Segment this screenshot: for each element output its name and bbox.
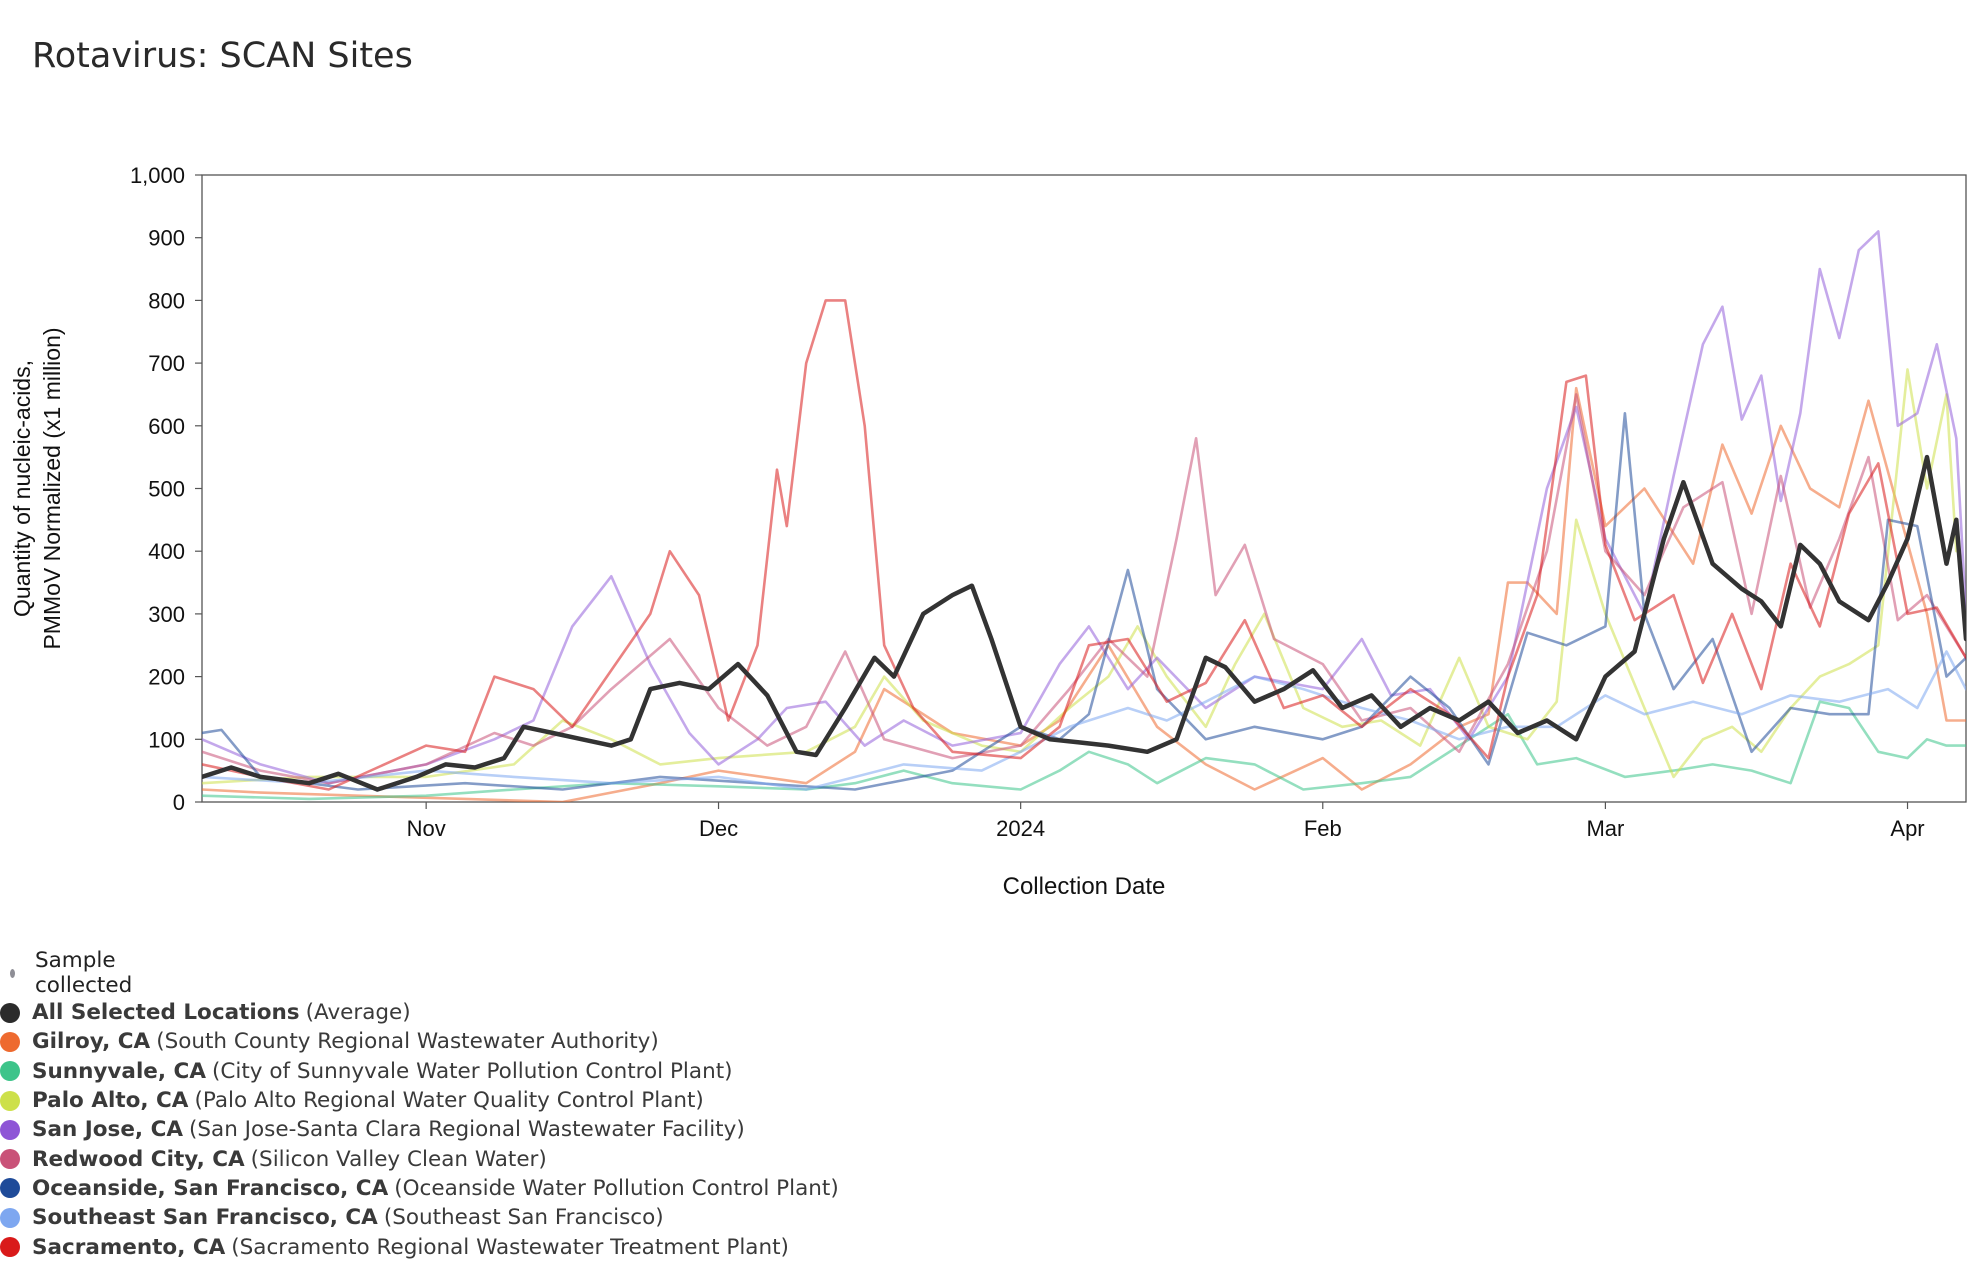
y-axis-label-line: Quantity of nucleic-acids, <box>9 360 35 617</box>
legend-item[interactable]: Redwood City, CA (Silicon Valley Clean Wa… <box>0 1144 900 1173</box>
y-tick-label: 400 <box>148 539 185 564</box>
legend-swatch-icon <box>0 1061 20 1082</box>
y-tick-label: 700 <box>148 351 185 376</box>
y-axis-label-line: PMMoV Normalized (x1 million) <box>39 327 65 649</box>
series-line <box>202 386 1966 802</box>
legend-list: All Selected Locations (Average) Gilroy, C… <box>0 998 900 1262</box>
x-tick-label: Feb <box>1304 816 1342 841</box>
legend-location-desc: (City of Sunnyvale Water Pollution Contr… <box>211 1058 733 1084</box>
line-chart: 0 100 200 300 400 500 600 700 800 900 1,000 Nov Dec 2… <box>9 163 1967 900</box>
y-tick-label: 600 <box>148 414 185 439</box>
legend-location-desc: (Silicon Valley Clean Water) <box>250 1146 547 1172</box>
legend-swatch-icon <box>0 1090 20 1111</box>
legend-location-name: Sunnyvale, CA <box>32 1058 206 1084</box>
legend-location-name: Southeast San Francisco, CA <box>32 1205 378 1231</box>
x-tick-label: 2024 <box>996 816 1045 841</box>
legend-item[interactable]: Sacramento, CA (Sacramento Regional Waste… <box>0 1232 900 1261</box>
legend-item[interactable]: Oceanside, San Francisco, CA (Oceanside W… <box>0 1174 900 1203</box>
series-line <box>202 299 1966 791</box>
legend-location-name: Redwood City, CA <box>32 1146 245 1172</box>
sample-collected-label: Sample collected <box>34 948 133 998</box>
y-tick-label: 900 <box>148 226 185 251</box>
x-tick-label: Mar <box>1586 816 1624 841</box>
legend-swatch-icon <box>0 1149 20 1170</box>
legend-swatch-icon <box>0 1119 20 1140</box>
legend-location-desc: (South County Regional Wastewater Author… <box>156 1029 659 1055</box>
x-tick-label: Dec <box>699 816 738 841</box>
legend-location-desc: (Average) <box>305 1000 411 1026</box>
legend-location-name: Gilroy, CA <box>32 1029 151 1055</box>
y-tick-label: 500 <box>148 477 185 502</box>
plot-frame <box>201 174 1967 803</box>
legend-item[interactable]: Southeast San Francisco, CA (Southeast Sa… <box>0 1203 900 1232</box>
legend-location-desc: (Sacramento Regional Wastewater Treatmen… <box>231 1234 789 1260</box>
y-tick-label: 200 <box>148 665 185 690</box>
legend-item[interactable]: Palo Alto, CA (Palo Alto Regional Water Q… <box>0 1086 900 1115</box>
legend-location-name: Oceanside, San Francisco, CA <box>32 1175 389 1201</box>
legend-location-desc: (Oceanside Water Pollution Control Plant… <box>394 1175 839 1201</box>
x-tick-label: Nov <box>407 816 446 841</box>
legend-swatch-icon <box>0 1002 20 1023</box>
legend-swatch-icon <box>0 1207 20 1228</box>
x-axis-label: Collection Date <box>1003 873 1166 900</box>
series-line <box>202 230 1966 785</box>
legend-location-name: Sacramento, CA <box>32 1234 226 1260</box>
y-tick-label: 100 <box>148 727 185 752</box>
series-line <box>202 412 1966 791</box>
legend-location-desc: (San Jose-Santa Clara Regional Wastewate… <box>189 1117 745 1143</box>
legend-swatch-icon <box>0 1237 20 1258</box>
legend-swatch-icon <box>0 1031 20 1052</box>
sample-dot-icon <box>10 968 15 978</box>
legend-location-desc: (Palo Alto Regional Water Quality Contro… <box>194 1088 704 1114</box>
legend-swatch-icon <box>0 1178 20 1199</box>
y-tick-label: 300 <box>148 602 185 627</box>
legend-location-name: All Selected Locations <box>32 1000 300 1026</box>
legend-location-name: San Jose, CA <box>32 1117 184 1143</box>
legend-item[interactable]: San Jose, CA (San Jose-Santa Clara Region… <box>0 1115 900 1144</box>
chart-title: Rotavirus: SCAN Sites <box>32 36 413 76</box>
legend-location-name: Palo Alto, CA <box>32 1088 189 1114</box>
y-tick-label: 1,000 <box>130 163 185 188</box>
series-line <box>202 650 1966 791</box>
legend-item[interactable]: All Selected Locations (Average) <box>0 998 900 1027</box>
legend-item[interactable]: Sunnyvale, CA (City of Sunnyvale Water Po… <box>0 1057 900 1086</box>
series-line <box>202 393 1966 785</box>
y-tick-label: 800 <box>148 288 185 313</box>
legend-item[interactable]: Gilroy, CA (South County Regional Wastewa… <box>0 1027 900 1056</box>
y-axis-label: Quantity of nucleic-acids, PMMoV Normaliz… <box>9 327 65 649</box>
y-tick-label: 0 <box>173 790 185 815</box>
series-line <box>202 454 1966 792</box>
legend-location-desc: (Southeast San Francisco) <box>383 1205 664 1231</box>
sample-collected-key: Sample collected <box>10 948 136 998</box>
x-tick-label: Apr <box>1890 816 1924 841</box>
